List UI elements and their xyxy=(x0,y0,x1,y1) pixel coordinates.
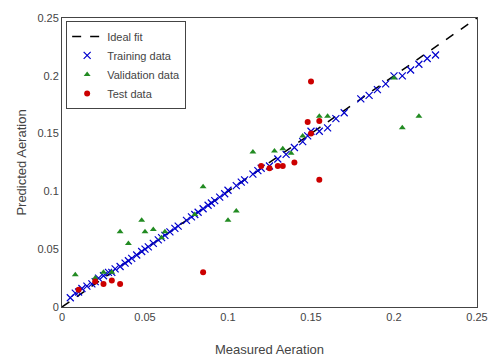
svg-text:0: 0 xyxy=(53,301,59,313)
svg-text:0.2: 0.2 xyxy=(386,311,401,323)
svg-text:0.1: 0.1 xyxy=(220,311,235,323)
svg-text:0.05: 0.05 xyxy=(134,311,155,323)
svg-text:Ideal fit: Ideal fit xyxy=(107,31,142,43)
svg-text:0.15: 0.15 xyxy=(37,127,58,139)
svg-text:0.25: 0.25 xyxy=(466,311,487,323)
svg-text:Validation data: Validation data xyxy=(107,69,180,81)
svg-text:0.1: 0.1 xyxy=(44,185,59,197)
svg-text:Measured Aeration: Measured Aeration xyxy=(215,342,324,357)
svg-text:0.05: 0.05 xyxy=(37,243,58,255)
svg-text:0: 0 xyxy=(59,311,65,323)
svg-text:0.15: 0.15 xyxy=(300,311,321,323)
svg-text:0.25: 0.25 xyxy=(37,12,58,24)
svg-text:Training data: Training data xyxy=(107,50,172,62)
svg-text:0.2: 0.2 xyxy=(44,70,59,82)
svg-text:Predicted Aeration: Predicted Aeration xyxy=(14,109,29,215)
svg-text:Test data: Test data xyxy=(107,88,153,100)
